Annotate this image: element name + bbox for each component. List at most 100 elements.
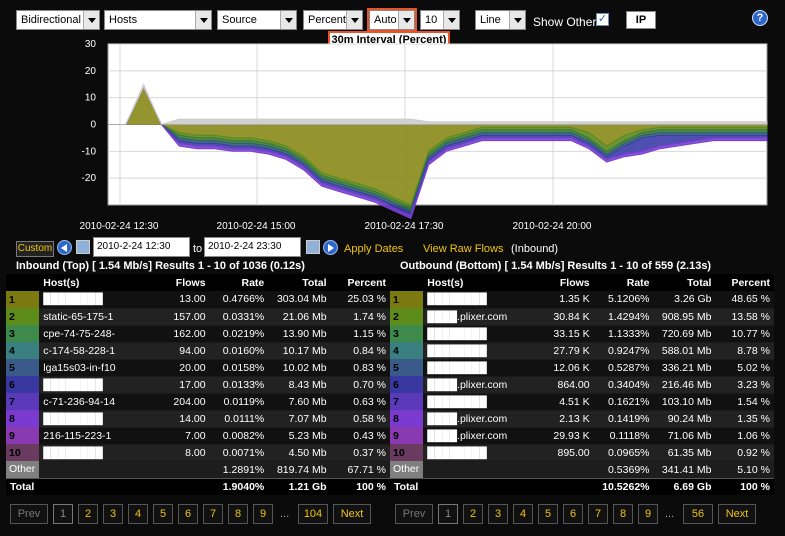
host-cell[interactable]: ████████	[423, 325, 542, 343]
host-cell[interactable]: ████████	[423, 393, 542, 411]
calendar-icon[interactable]	[306, 240, 320, 254]
interval-select[interactable]: Auto	[367, 8, 417, 32]
column-header	[390, 274, 424, 291]
page-button[interactable]: 8	[613, 504, 633, 524]
table-row[interactable]: 3 cpe-74-75-248- 162.00 0.0219% 13.90 Mb…	[6, 325, 390, 343]
total-label: Total	[390, 477, 542, 495]
host-cell[interactable]: ████████	[423, 291, 542, 309]
table-row[interactable]: 6 ████████ 17.00 0.0133% 8.43 Mb 0.70 %	[6, 376, 390, 394]
host-cell[interactable]: ████████	[39, 410, 158, 428]
prev-arrow-icon[interactable]	[57, 240, 72, 255]
flows-cell: 864.00	[541, 376, 594, 394]
report-select[interactable]: Hosts	[104, 10, 212, 30]
rank-swatch: 2	[6, 308, 40, 325]
page-button[interactable]: 3	[103, 504, 123, 524]
page-button[interactable]: 9	[638, 504, 658, 524]
other-row: Other 0.5369% 341.41 Mb 5.10 %	[390, 461, 774, 478]
host-cell[interactable]: ████████	[423, 342, 542, 360]
table-row[interactable]: 10 ████████ 8.00 0.0071% 4.50 Mb 0.37 %	[6, 444, 390, 462]
host-cell[interactable]: ████████	[39, 376, 158, 394]
table-row[interactable]: 5 ████████ 12.06 K 0.5287% 336.21 Mb 5.0…	[390, 359, 774, 377]
flows-cell: 1.35 K	[541, 291, 594, 309]
page-button[interactable]: 2	[463, 504, 483, 524]
host-cell[interactable]: ████.plixer.com	[423, 308, 542, 326]
prev-page-button[interactable]: Prev	[395, 504, 433, 524]
prev-page-button[interactable]: Prev	[10, 504, 48, 524]
table-row[interactable]: 2 ████.plixer.com 30.84 K 1.4294% 908.95…	[390, 308, 774, 326]
host-cell[interactable]: ████████	[39, 444, 158, 462]
table-row[interactable]: 1 ████████ 1.35 K 5.1206% 3.26 Gb 48.65 …	[390, 291, 774, 309]
last-page-button[interactable]: 56	[683, 504, 713, 524]
direction-value: Bidirectional	[21, 14, 81, 26]
from-date-input[interactable]: 2010-2-24 12:30	[93, 237, 190, 257]
table-row[interactable]: 8 ████████ 14.00 0.0111% 7.07 Mb 0.58 %	[6, 410, 390, 428]
page-button[interactable]: 5	[538, 504, 558, 524]
page-button[interactable]: 9	[253, 504, 273, 524]
chart-type-select[interactable]: Line	[475, 10, 526, 30]
calendar-icon[interactable]	[76, 240, 90, 254]
unit-select[interactable]: Percent	[303, 10, 363, 30]
show-other-checkbox[interactable]: ✓	[596, 13, 609, 26]
table-row[interactable]: 7 ████████ 4.51 K 0.1621% 103.10 Mb 1.54…	[390, 393, 774, 411]
table-row[interactable]: 9 216-115-223-1 7.00 0.0082% 5.23 Mb 0.4…	[6, 427, 390, 445]
host-cell[interactable]: cpe-74-75-248-	[39, 325, 158, 343]
table-row[interactable]: 8 ████.plixer.com 2.13 K 0.1419% 90.24 M…	[390, 410, 774, 428]
host-cell[interactable]: static-65-175-1	[39, 308, 158, 326]
host-cell[interactable]: c-174-58-228-1	[39, 342, 158, 360]
table-header: Host(s) Flows Rate Total Percent	[390, 274, 774, 291]
host-cell[interactable]: ████████	[423, 444, 542, 462]
host-cell[interactable]: lga15s03-in-f10	[39, 359, 158, 377]
page-button[interactable]: 7	[203, 504, 223, 524]
table-row[interactable]: 3 ████████ 33.15 K 1.1333% 720.69 Mb 10.…	[390, 325, 774, 343]
custom-button[interactable]: Custom	[16, 241, 54, 257]
page-button[interactable]: 7	[588, 504, 608, 524]
table-row[interactable]: 9 ████.plixer.com 29.93 K 0.1118% 71.06 …	[390, 427, 774, 445]
view-raw-flows-link[interactable]: View Raw Flows	[423, 243, 504, 255]
direction-select[interactable]: Bidirectional	[16, 10, 100, 30]
table-row[interactable]: 1 ████████ 13.00 0.4766% 303.04 Mb 25.03…	[6, 291, 390, 309]
column-header: Flows	[157, 274, 210, 291]
rate-cell: 0.0219%	[209, 325, 269, 343]
rate-cell: 0.0331%	[209, 308, 269, 326]
last-page-button[interactable]: 104	[298, 504, 328, 524]
page-button[interactable]: 5	[153, 504, 173, 524]
page-button[interactable]: 6	[563, 504, 583, 524]
table-row[interactable]: 4 c-174-58-228-1 94.00 0.0160% 10.17 Mb …	[6, 342, 390, 360]
page-button[interactable]: 6	[178, 504, 198, 524]
page-button[interactable]: 8	[228, 504, 248, 524]
apply-dates-link[interactable]: Apply Dates	[344, 243, 404, 255]
next-arrow-icon[interactable]	[323, 240, 338, 255]
percent-cell: 0.58 %	[330, 410, 390, 428]
next-page-button[interactable]: Next	[333, 504, 371, 524]
to-date-input[interactable]: 2010-2-24 23:30	[204, 237, 301, 257]
page-button[interactable]: 4	[513, 504, 533, 524]
host-cell[interactable]: ████.plixer.com	[423, 410, 542, 428]
table-row[interactable]: 10 ████████ 895.00 0.0965% 61.35 Mb 0.92…	[390, 444, 774, 462]
host-cell[interactable]: ████████	[423, 359, 542, 377]
table-row[interactable]: 4 ████████ 27.79 K 0.9247% 588.01 Mb 8.7…	[390, 342, 774, 360]
host-cell[interactable]: ████.plixer.com	[423, 376, 542, 394]
raw-flows-suffix: (Inbound)	[511, 243, 559, 255]
flows-cell: 8.00	[157, 444, 210, 462]
mode-select[interactable]: Source	[217, 10, 297, 30]
host-cell[interactable]: 216-115-223-1	[39, 427, 158, 445]
page-button[interactable]: 1	[53, 504, 73, 524]
host-cell[interactable]: ████████	[39, 291, 158, 309]
count-select[interactable]: 10	[420, 10, 460, 30]
help-icon[interactable]: ?	[752, 10, 768, 26]
next-page-button[interactable]: Next	[718, 504, 756, 524]
page-button[interactable]: 3	[488, 504, 508, 524]
table-row[interactable]: 6 ████.plixer.com 864.00 0.3404% 216.46 …	[390, 376, 774, 394]
page-button[interactable]: 1	[438, 504, 458, 524]
host-cell[interactable]: c-71-236-94-14	[39, 393, 158, 411]
total-cell: 13.90 Mb	[268, 325, 331, 343]
rate-cell: 0.0111%	[209, 410, 269, 428]
table-row[interactable]: 7 c-71-236-94-14 204.00 0.0119% 7.60 Mb …	[6, 393, 390, 411]
ip-button[interactable]: IP	[626, 11, 656, 29]
page-button[interactable]: 2	[78, 504, 98, 524]
table-row[interactable]: 5 lga15s03-in-f10 20.00 0.0158% 10.02 Mb…	[6, 359, 390, 377]
page-button[interactable]: 4	[128, 504, 148, 524]
column-header: Host(s)	[39, 274, 158, 291]
host-cell[interactable]: ████.plixer.com	[423, 427, 542, 445]
table-row[interactable]: 2 static-65-175-1 157.00 0.0331% 21.06 M…	[6, 308, 390, 326]
